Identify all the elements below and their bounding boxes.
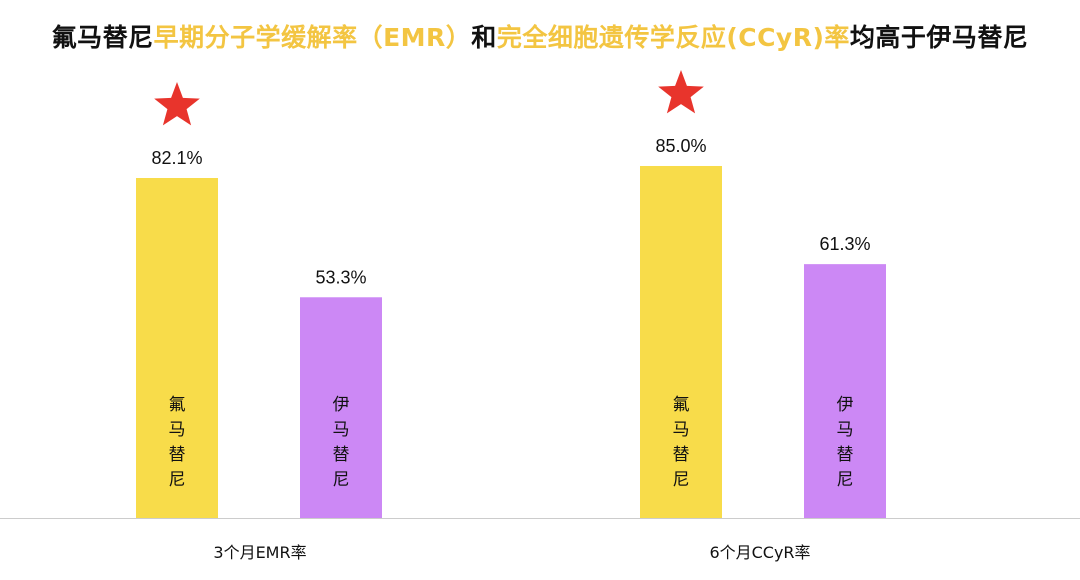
bar-series-name-char: 马 [169,420,186,440]
bar-imatinib-0 [300,297,382,518]
star-icon [658,69,704,114]
title-segment: 完全细胞遗传学反应(CCyR)率 [496,23,850,52]
data-label: 82.1% [151,148,202,168]
title-segment: 早期分子学缓解率（EMR） [153,23,472,52]
data-label: 53.3% [315,267,366,287]
bar-series-name-char: 尼 [333,470,350,490]
bar-series-name-char: 替 [333,445,350,465]
bar-series-name-char: 尼 [169,470,186,490]
title-segment: 和 [471,23,497,52]
bar-series-name-char: 替 [673,445,690,465]
bar-series-name-char: 氟 [673,395,690,415]
page-title: 氟马替尼早期分子学缓解率（EMR）和完全细胞遗传学反应(CCyR)率均高于伊马替… [0,18,1080,54]
x-tick-label: 6个月CCyR率 [709,543,810,562]
bar-series-name-char: 尼 [837,470,854,490]
title-segment: 均高于伊马替尼 [849,23,1029,52]
x-tick-label: 3个月EMR率 [213,543,306,562]
bar-imatinib-1 [804,264,886,518]
bar-series-name-char: 替 [169,445,186,465]
star-icon [154,82,200,126]
bar-series-name-char: 伊 [333,395,350,415]
bar-series-name-char: 伊 [837,395,854,415]
data-label: 85.0% [655,136,706,156]
bar-flumatinib-0 [136,178,218,518]
data-label: 61.3% [819,234,870,254]
bar-series-name-char: 马 [333,420,350,440]
bar-series-name-char: 马 [673,420,690,440]
bar-series-name-char: 马 [837,420,854,440]
bar-series-name-char: 氟 [169,395,186,415]
title-segment: 氟马替尼 [51,23,154,52]
bar-flumatinib-1 [640,165,722,519]
bar-series-name-char: 尼 [673,470,690,490]
bar-series-name-char: 替 [837,445,854,465]
